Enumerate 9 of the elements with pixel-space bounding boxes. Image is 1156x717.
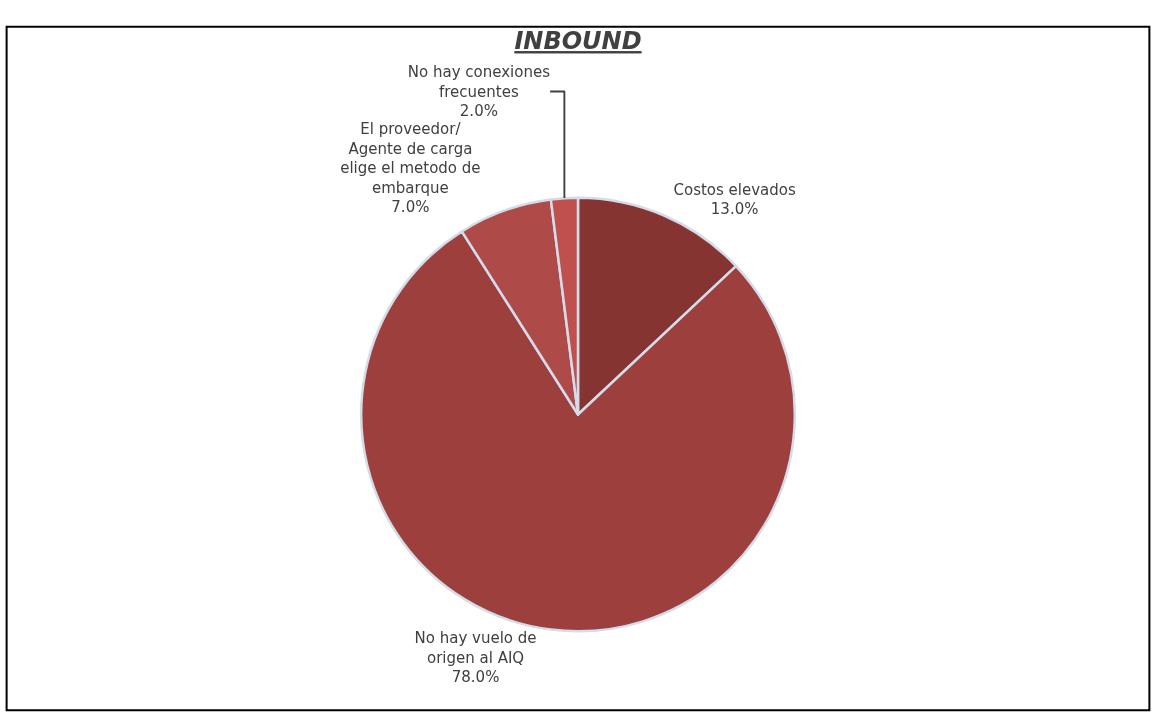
data-label: 78.0% xyxy=(451,668,500,687)
slice-label: El proveedor/ Agente de carga elige el metodo de embarque xyxy=(340,120,481,197)
data-label: 2.0% xyxy=(459,102,498,121)
data-label: 7.0% xyxy=(391,198,430,217)
slice-label: No hay conexiones frecuentes xyxy=(407,63,551,101)
chart-title: INBOUND xyxy=(514,27,642,56)
data-label: 13.0% xyxy=(710,200,759,219)
slice-label: No hay vuelo de origen al AIQ xyxy=(414,629,537,667)
slice-label: Costos elevados xyxy=(673,180,796,199)
